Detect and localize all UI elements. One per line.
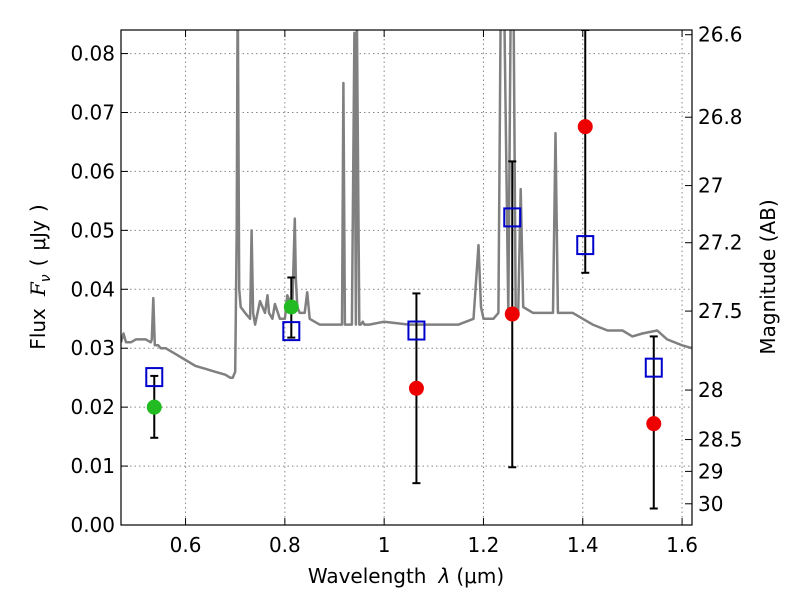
grid	[121, 30, 692, 525]
y2-tick-label-4: 27.5	[698, 299, 743, 323]
y-axis-subscript: ν	[38, 274, 54, 282]
plot-area	[121, 30, 692, 510]
y2-tick-label-8: 30	[698, 492, 723, 516]
model-band-square-4	[576, 235, 595, 256]
y2-tick-label-0: 26.6	[698, 23, 743, 47]
upper-limit-point-2	[577, 119, 593, 135]
x-tick-label-1: 0.8	[269, 533, 301, 557]
x-axis: 0.6 0.8 1 1.2 1.4 1.6	[170, 30, 698, 557]
y-axis-symbol: F	[26, 281, 50, 297]
model-band-square-1	[282, 321, 301, 342]
y-tick-label-4: 0.04	[70, 277, 115, 301]
y2-axis: 26.6 26.8 27 27.2 27.5 28 28.5 29 30	[685, 23, 743, 516]
upper-limit-point-0	[408, 380, 424, 396]
y-axis-label: Flux Fν ( μJy)	[26, 204, 54, 349]
model-band-square-5	[644, 357, 663, 378]
y-tick-label-6: 0.06	[70, 159, 115, 183]
y-tick-label-1: 0.01	[70, 454, 115, 478]
y2-tick-label-7: 29	[698, 459, 723, 483]
markers	[145, 119, 663, 432]
model-band-square-0	[145, 367, 164, 388]
y2-axis-label: Magnitude (AB)	[756, 199, 780, 354]
model-spectrum-line	[121, 30, 692, 379]
y-tick-label-5: 0.05	[70, 218, 115, 242]
x-tick-label-4: 1.4	[567, 533, 599, 557]
y-axis-paren-open: (	[26, 259, 50, 267]
y-tick-label-3: 0.03	[70, 336, 115, 360]
x-axis-unit: (μm)	[456, 564, 504, 588]
model-band-square-3	[503, 207, 522, 228]
upper-limit-point-1	[504, 306, 520, 322]
model-band-square-2	[407, 320, 426, 341]
y-tick-label-0: 0.00	[70, 513, 115, 537]
y-axis-unit: μJy	[26, 220, 50, 251]
y-tick-label-2: 0.02	[70, 395, 115, 419]
plot-frame	[120, 29, 693, 526]
y2-tick-label-5: 28	[698, 378, 723, 402]
y-tick-label-8: 0.08	[70, 42, 115, 66]
x-tick-label-3: 1.2	[468, 533, 500, 557]
y2-tick-label-6: 28.5	[698, 428, 743, 452]
y-axis-label-text: Flux	[26, 308, 50, 350]
y-tick-label-7: 0.07	[70, 101, 115, 125]
x-axis-symbol: λ	[438, 564, 451, 588]
x-tick-label-2: 1	[378, 533, 391, 557]
detection-point-1	[283, 299, 299, 315]
y-axis-paren-close: )	[26, 204, 50, 212]
x-axis-label: Wavelength λ (μm)	[308, 564, 504, 588]
x-tick-label-0: 0.6	[170, 533, 202, 557]
y2-tick-label-2: 27	[698, 174, 723, 198]
x-tick-label-5: 1.6	[666, 533, 698, 557]
y-axis: 0.00 0.01 0.02 0.03 0.04 0.05 0.06 0.07 0.08	[70, 42, 128, 537]
y2-tick-label-3: 27.2	[698, 231, 743, 255]
upper-limit-point-3	[646, 416, 662, 432]
y2-tick-label-1: 26.8	[698, 105, 743, 129]
x-axis-label-text: Wavelength	[308, 564, 427, 588]
detection-point-0	[146, 399, 162, 415]
